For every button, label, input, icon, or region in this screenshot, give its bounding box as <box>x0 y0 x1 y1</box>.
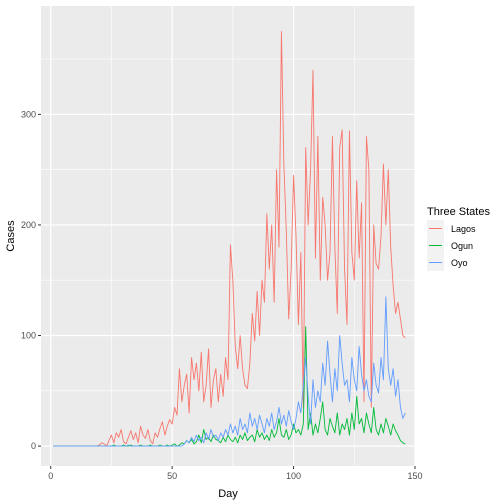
legend-title: Three States <box>427 206 490 218</box>
legend-label-oyo: Oyo <box>451 258 468 268</box>
y-axis-title: Cases <box>5 220 17 252</box>
y-tick-label: 0 <box>31 441 36 451</box>
series-line-lagos <box>53 30 406 447</box>
x-axis: 0 50 100 150 <box>48 466 423 481</box>
minor-gridlines <box>41 6 415 466</box>
y-tick-label: 200 <box>21 220 36 230</box>
x-tick-label: 150 <box>407 471 422 481</box>
series-lines <box>53 30 406 447</box>
y-axis: 0 100 200 300 <box>21 109 41 451</box>
x-tick-label: 0 <box>48 471 53 481</box>
y-tick-label: 100 <box>21 331 36 341</box>
legend-label-ogun: Ogun <box>451 241 473 251</box>
y-tick-label: 300 <box>21 109 36 119</box>
x-axis-title: Day <box>218 488 238 500</box>
panel-background <box>41 6 415 466</box>
x-tick-label: 100 <box>286 471 301 481</box>
x-tick-label: 50 <box>167 471 177 481</box>
legend-label-lagos: Lagos <box>451 224 476 234</box>
series-line-oyo <box>53 296 406 447</box>
legend: Three States Lagos Ogun Oyo <box>427 206 490 271</box>
